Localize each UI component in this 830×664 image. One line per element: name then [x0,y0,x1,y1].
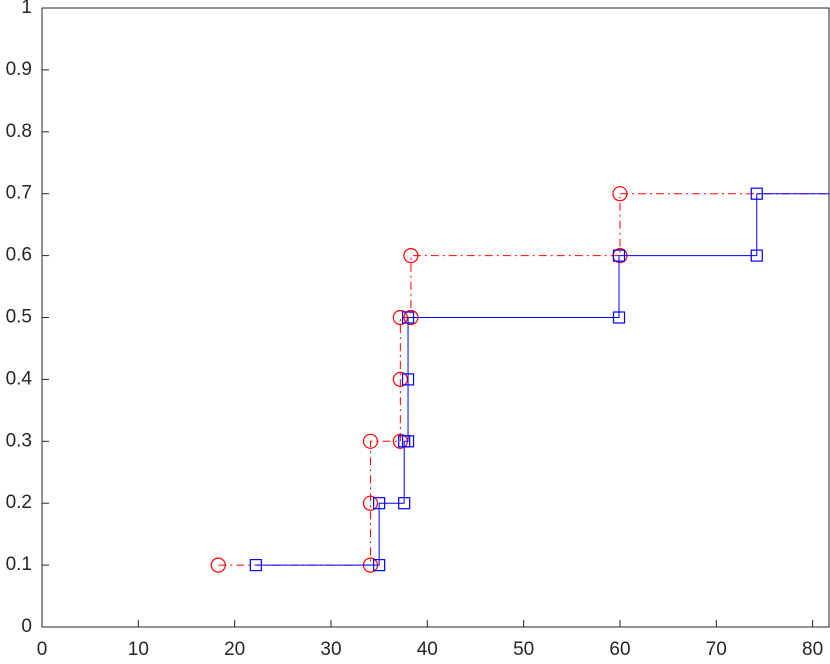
x-tick-label: 60 [609,639,630,660]
marker [373,558,386,572]
marker [362,433,379,449]
x-tick-label: 50 [513,639,534,660]
marker [398,497,411,510]
y-tick-label: 0.6 [6,245,32,266]
y-tick-label: 0.4 [6,368,33,389]
y-tick-label: 0.3 [6,430,32,451]
x-tick-label: 0 [37,639,48,660]
x-tick-label: 30 [320,639,341,660]
y-tick-label: 0.8 [6,121,32,142]
y-tick-label: 0.1 [6,554,32,575]
marker [249,558,262,572]
marker [403,248,419,264]
y-tick-label: 0 [21,616,32,637]
marker [210,557,226,573]
marker [401,435,415,448]
marker [612,311,626,324]
marker [373,497,386,510]
marker [612,249,626,262]
y-tick-label: 0.2 [6,492,32,513]
marker [401,311,415,324]
y-tick-label: 0.9 [6,59,32,80]
marker [392,371,408,387]
marker [362,495,379,511]
x-tick-label: 80 [802,639,823,660]
marker [750,187,763,200]
marker [750,249,763,262]
marker [401,373,415,386]
x-tick-label: 70 [706,639,727,660]
x-tick-label: 40 [417,639,438,660]
y-tick-label: 0.7 [6,183,32,204]
marker [612,186,628,202]
x-tick-label: 10 [128,639,149,660]
series-line [255,193,758,566]
y-tick-label: 0.5 [6,307,32,328]
y-tick-label: 1 [21,0,32,18]
x-tick-label: 20 [224,639,245,660]
series-line [218,193,621,566]
marker [392,309,408,326]
